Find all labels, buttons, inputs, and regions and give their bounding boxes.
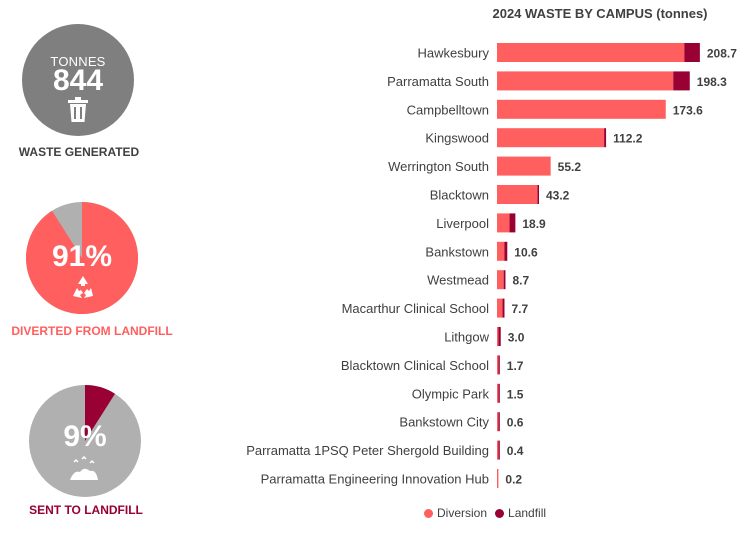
bar-total-label: 0.2 [505, 473, 522, 487]
category-label: Blacktown [430, 188, 489, 203]
bar-diversion [497, 156, 551, 176]
bar-total-label: 173.6 [673, 103, 703, 117]
bar-diversion [497, 327, 499, 346]
category-label: Werrington South [388, 159, 489, 174]
trash-bin-icon [68, 97, 88, 122]
category-label: Parramatta South [387, 74, 489, 89]
legend-label-landfill: Landfill [508, 506, 547, 520]
category-label: Macarthur Clinical School [342, 301, 490, 316]
bar-diversion [497, 213, 510, 233]
landfill-icon [70, 456, 98, 480]
category-label: Hawkesbury [417, 46, 489, 61]
bar-diversion [497, 43, 685, 62]
bar-total-label: 18.9 [522, 217, 546, 231]
chart-legend: Diversion Landfill [424, 506, 554, 520]
bar-total-label: 0.4 [507, 444, 524, 458]
category-label: Bankstown City [399, 415, 489, 430]
bar-landfill [502, 298, 505, 318]
bar-landfill [684, 43, 700, 62]
bar-diversion [497, 298, 503, 318]
bar-landfill [503, 270, 506, 290]
category-label: Parramatta 1PSQ Peter Shergold Building [246, 443, 489, 458]
bar-landfill [537, 185, 539, 204]
bar-total-label: 0.6 [507, 416, 524, 430]
category-label: Blacktown Clinical School [341, 358, 489, 373]
category-label: Bankstown [425, 244, 489, 259]
diverted-pie [26, 202, 138, 314]
bar-landfill [504, 241, 508, 261]
bar-landfill [498, 383, 500, 403]
bar-total-label: 7.7 [511, 302, 528, 316]
bar-landfill [673, 71, 690, 91]
bar-diversion [497, 412, 499, 432]
chart-title: 2024 WASTE BY CAMPUS (tonnes) [492, 6, 708, 21]
category-label: Olympic Park [412, 386, 490, 401]
recycle-icon [73, 276, 93, 298]
bar-diversion [497, 128, 605, 148]
legend-swatch-diversion [424, 508, 433, 518]
bar-landfill [604, 128, 607, 148]
landfill-percent: 9% [63, 420, 107, 453]
category-label: Lithgow [444, 330, 489, 345]
waste-generated-caption: WASTE GENERATED [18, 145, 140, 159]
bar-diversion [497, 383, 499, 403]
bar-total-label: 43.2 [546, 189, 570, 203]
bar-total-label: 55.2 [558, 160, 582, 174]
bar-diversion [497, 270, 504, 290]
bar-landfill [498, 412, 500, 432]
bar-total-label: 3.0 [508, 331, 525, 345]
bar-total-label: 1.7 [507, 359, 524, 373]
bar-diversion [497, 469, 499, 488]
legend-item-landfill: Landfill [495, 506, 546, 520]
bar-diversion [497, 99, 666, 119]
bar-total-label: 10.6 [514, 245, 538, 259]
bar-total-label: 198.3 [697, 75, 727, 89]
legend-swatch-landfill [495, 508, 505, 518]
bar-landfill [498, 327, 501, 346]
landfill-value-slice [85, 385, 116, 441]
bar-total-label: 112.2 [613, 132, 643, 146]
bar-landfill [509, 213, 516, 233]
legend-label-diversion: Diversion [437, 506, 488, 520]
category-label: Westmead [427, 273, 489, 288]
category-label: Liverpool [436, 216, 489, 231]
bar-total-label: 208.7 [707, 47, 737, 61]
diverted-caption: DIVERTED FROM LANDFILL [11, 324, 173, 338]
diverted-percent: 91% [51, 240, 113, 273]
tonnes-label: TONNES [50, 54, 106, 69]
bar-landfill [498, 440, 500, 460]
diverted-value-slice [26, 202, 138, 314]
category-label: Campbelltown [407, 102, 489, 117]
category-label: Kingswood [425, 131, 489, 146]
tonnes-value: 844 [52, 64, 104, 97]
bar-total-label: 8.7 [512, 274, 529, 288]
bar-total-label: 1.5 [507, 387, 524, 401]
category-label: Parramatta Engineering Innovation Hub [261, 472, 489, 487]
landfill-pie [29, 385, 141, 497]
bar-diversion [497, 241, 505, 261]
bar-diversion [497, 71, 674, 91]
bar-diversion [497, 440, 499, 460]
landfill-caption: SENT TO LANDFILL [29, 503, 143, 517]
bar-landfill [498, 355, 500, 375]
bar-diversion [497, 355, 499, 375]
bar-diversion [497, 185, 538, 204]
legend-item-diversion: Diversion [424, 506, 487, 520]
